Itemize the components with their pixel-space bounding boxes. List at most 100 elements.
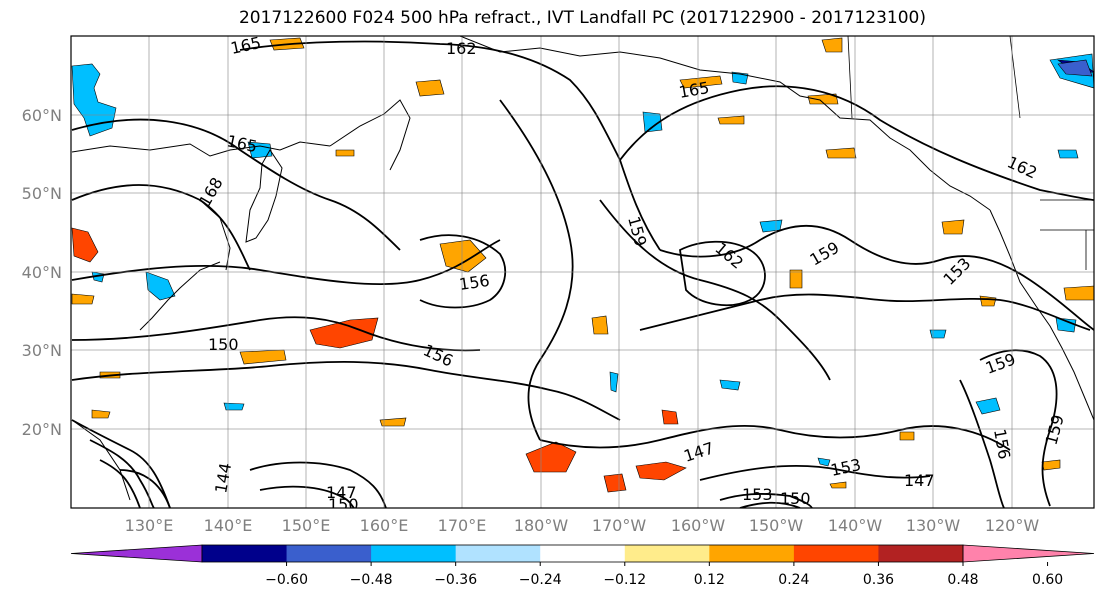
contour-label: 147 xyxy=(904,471,935,490)
patch-pos-4 xyxy=(439,239,487,273)
lat-label: 60°N xyxy=(22,106,62,125)
colorbar-swatch xyxy=(878,545,964,562)
lon-label: 120°W xyxy=(985,516,1040,535)
lon-label: 180°W xyxy=(514,516,569,535)
contour-162-closed xyxy=(679,240,766,307)
coast-japan xyxy=(139,261,221,331)
contour-label: 150 xyxy=(780,489,811,508)
contour-147-east xyxy=(539,425,1011,451)
patch-neg-3 xyxy=(247,141,273,159)
contour-156-loop xyxy=(419,234,507,309)
contour-153-south xyxy=(699,465,931,481)
coast-north-america xyxy=(989,209,1094,421)
lon-label: 150°E xyxy=(282,516,331,535)
contour-label: 147 xyxy=(326,483,357,502)
patch-pos-5 xyxy=(415,79,445,97)
colorbar-tick-label: 0.60 xyxy=(1032,572,1063,588)
colorbar-tick-label: −0.60 xyxy=(265,572,308,588)
contour-150-south xyxy=(719,493,813,508)
contour-label: 153 xyxy=(742,485,773,504)
colorbar-tick-label: −0.36 xyxy=(434,572,477,588)
colorbar-extension-low xyxy=(70,544,203,563)
patch-pos-24 xyxy=(899,431,915,441)
lon-label: 140°W xyxy=(828,516,883,535)
patch-neg-12 xyxy=(223,402,245,411)
colorbar-swatch xyxy=(540,545,626,562)
contour-label: 150 xyxy=(208,335,239,354)
colorbar-tick-label: 0.48 xyxy=(947,572,978,588)
contour-label: 165 xyxy=(229,33,263,58)
lon-label: 140°E xyxy=(204,516,253,535)
patch-pos-26 xyxy=(829,481,847,489)
contour-156-west xyxy=(71,239,501,286)
colorbar-swatch xyxy=(624,545,710,562)
coastlines xyxy=(71,36,1094,501)
contour-150-west xyxy=(71,316,481,352)
patch-neg-15 xyxy=(1057,149,1079,159)
map-title: 2017122600 F024 500 hPa refract., IVT La… xyxy=(238,8,926,28)
patch-pos-1 xyxy=(71,227,99,263)
colorbar-tick-label: 0.24 xyxy=(778,572,809,588)
longitude-labels: 130°E 140°E 150°E 160°E 170°E 180°W 170°… xyxy=(125,516,1040,535)
colorbar-swatch xyxy=(793,545,879,562)
patch-pos-23 xyxy=(717,115,745,125)
patch-neg-18 xyxy=(817,457,831,467)
patch-neg-14 xyxy=(719,379,741,391)
patch-pos-18 xyxy=(71,293,95,305)
colorbar-swatch xyxy=(371,545,457,562)
patch-pos-28 xyxy=(335,149,355,157)
contour-147-sw xyxy=(249,461,387,508)
patch-neg-11 xyxy=(1055,317,1077,333)
patch-pos-15 xyxy=(941,219,965,235)
lon-label: 150°W xyxy=(749,516,804,535)
coast-kamchatka xyxy=(245,149,283,243)
contour-165-west xyxy=(71,118,401,251)
contour-147-west xyxy=(71,361,621,421)
lat-label: 50°N xyxy=(22,184,62,203)
patch-neg-13 xyxy=(609,371,619,393)
lon-label: 170°W xyxy=(592,516,647,535)
patch-pos-12 xyxy=(821,37,843,53)
patch-neg-16 xyxy=(929,329,947,339)
colorbar-outline xyxy=(201,544,964,563)
contour-159-mid xyxy=(599,199,831,381)
patch-neg-2 xyxy=(145,271,176,301)
lon-label: 160°E xyxy=(360,516,409,535)
colorbar-swatch xyxy=(286,545,372,562)
contour-162-east xyxy=(619,85,1094,201)
colorbar-tick-label: −0.12 xyxy=(603,572,646,588)
lat-label: 20°N xyxy=(22,420,62,439)
contour-label: 150 xyxy=(328,495,359,514)
patch-pos-3 xyxy=(239,349,287,365)
contour-153-east xyxy=(639,293,1091,331)
coast-kamchatka-east xyxy=(329,99,411,171)
colorbar-swatch xyxy=(455,545,541,562)
colorbar-tick-label: 0.36 xyxy=(863,572,894,588)
colorbar-tick-label: 0.12 xyxy=(694,572,725,588)
colorbar-swatch xyxy=(202,545,288,562)
colorbar-swatch xyxy=(709,545,795,562)
lon-label: 130°E xyxy=(125,516,174,535)
colorbar-extension-high xyxy=(962,544,1095,563)
coast-siberia xyxy=(71,141,331,157)
patch-pos-22 xyxy=(789,269,803,289)
contour-156-mid xyxy=(499,99,574,441)
lon-label: 130°W xyxy=(906,516,961,535)
positive-patches xyxy=(71,37,1094,493)
coast-alaska xyxy=(459,36,991,211)
contour-156-coast xyxy=(959,379,1005,508)
patch-pos-14 xyxy=(825,147,857,159)
contour-label: 156 xyxy=(458,271,491,294)
contour-162-north xyxy=(239,40,661,251)
gridlines xyxy=(71,36,1094,508)
patch-pos-11 xyxy=(679,75,723,89)
patch-pos-7 xyxy=(525,441,577,473)
lon-label: 170°E xyxy=(438,516,487,535)
patch-pos-10 xyxy=(591,315,609,335)
patch-neg-8 xyxy=(1057,59,1093,77)
lon-label: 160°W xyxy=(671,516,726,535)
contour-168 xyxy=(71,184,251,271)
map-panel: 165 162 165 165 168 159 162 159 162 153 … xyxy=(70,33,1095,514)
patch-pos-19 xyxy=(379,417,407,427)
